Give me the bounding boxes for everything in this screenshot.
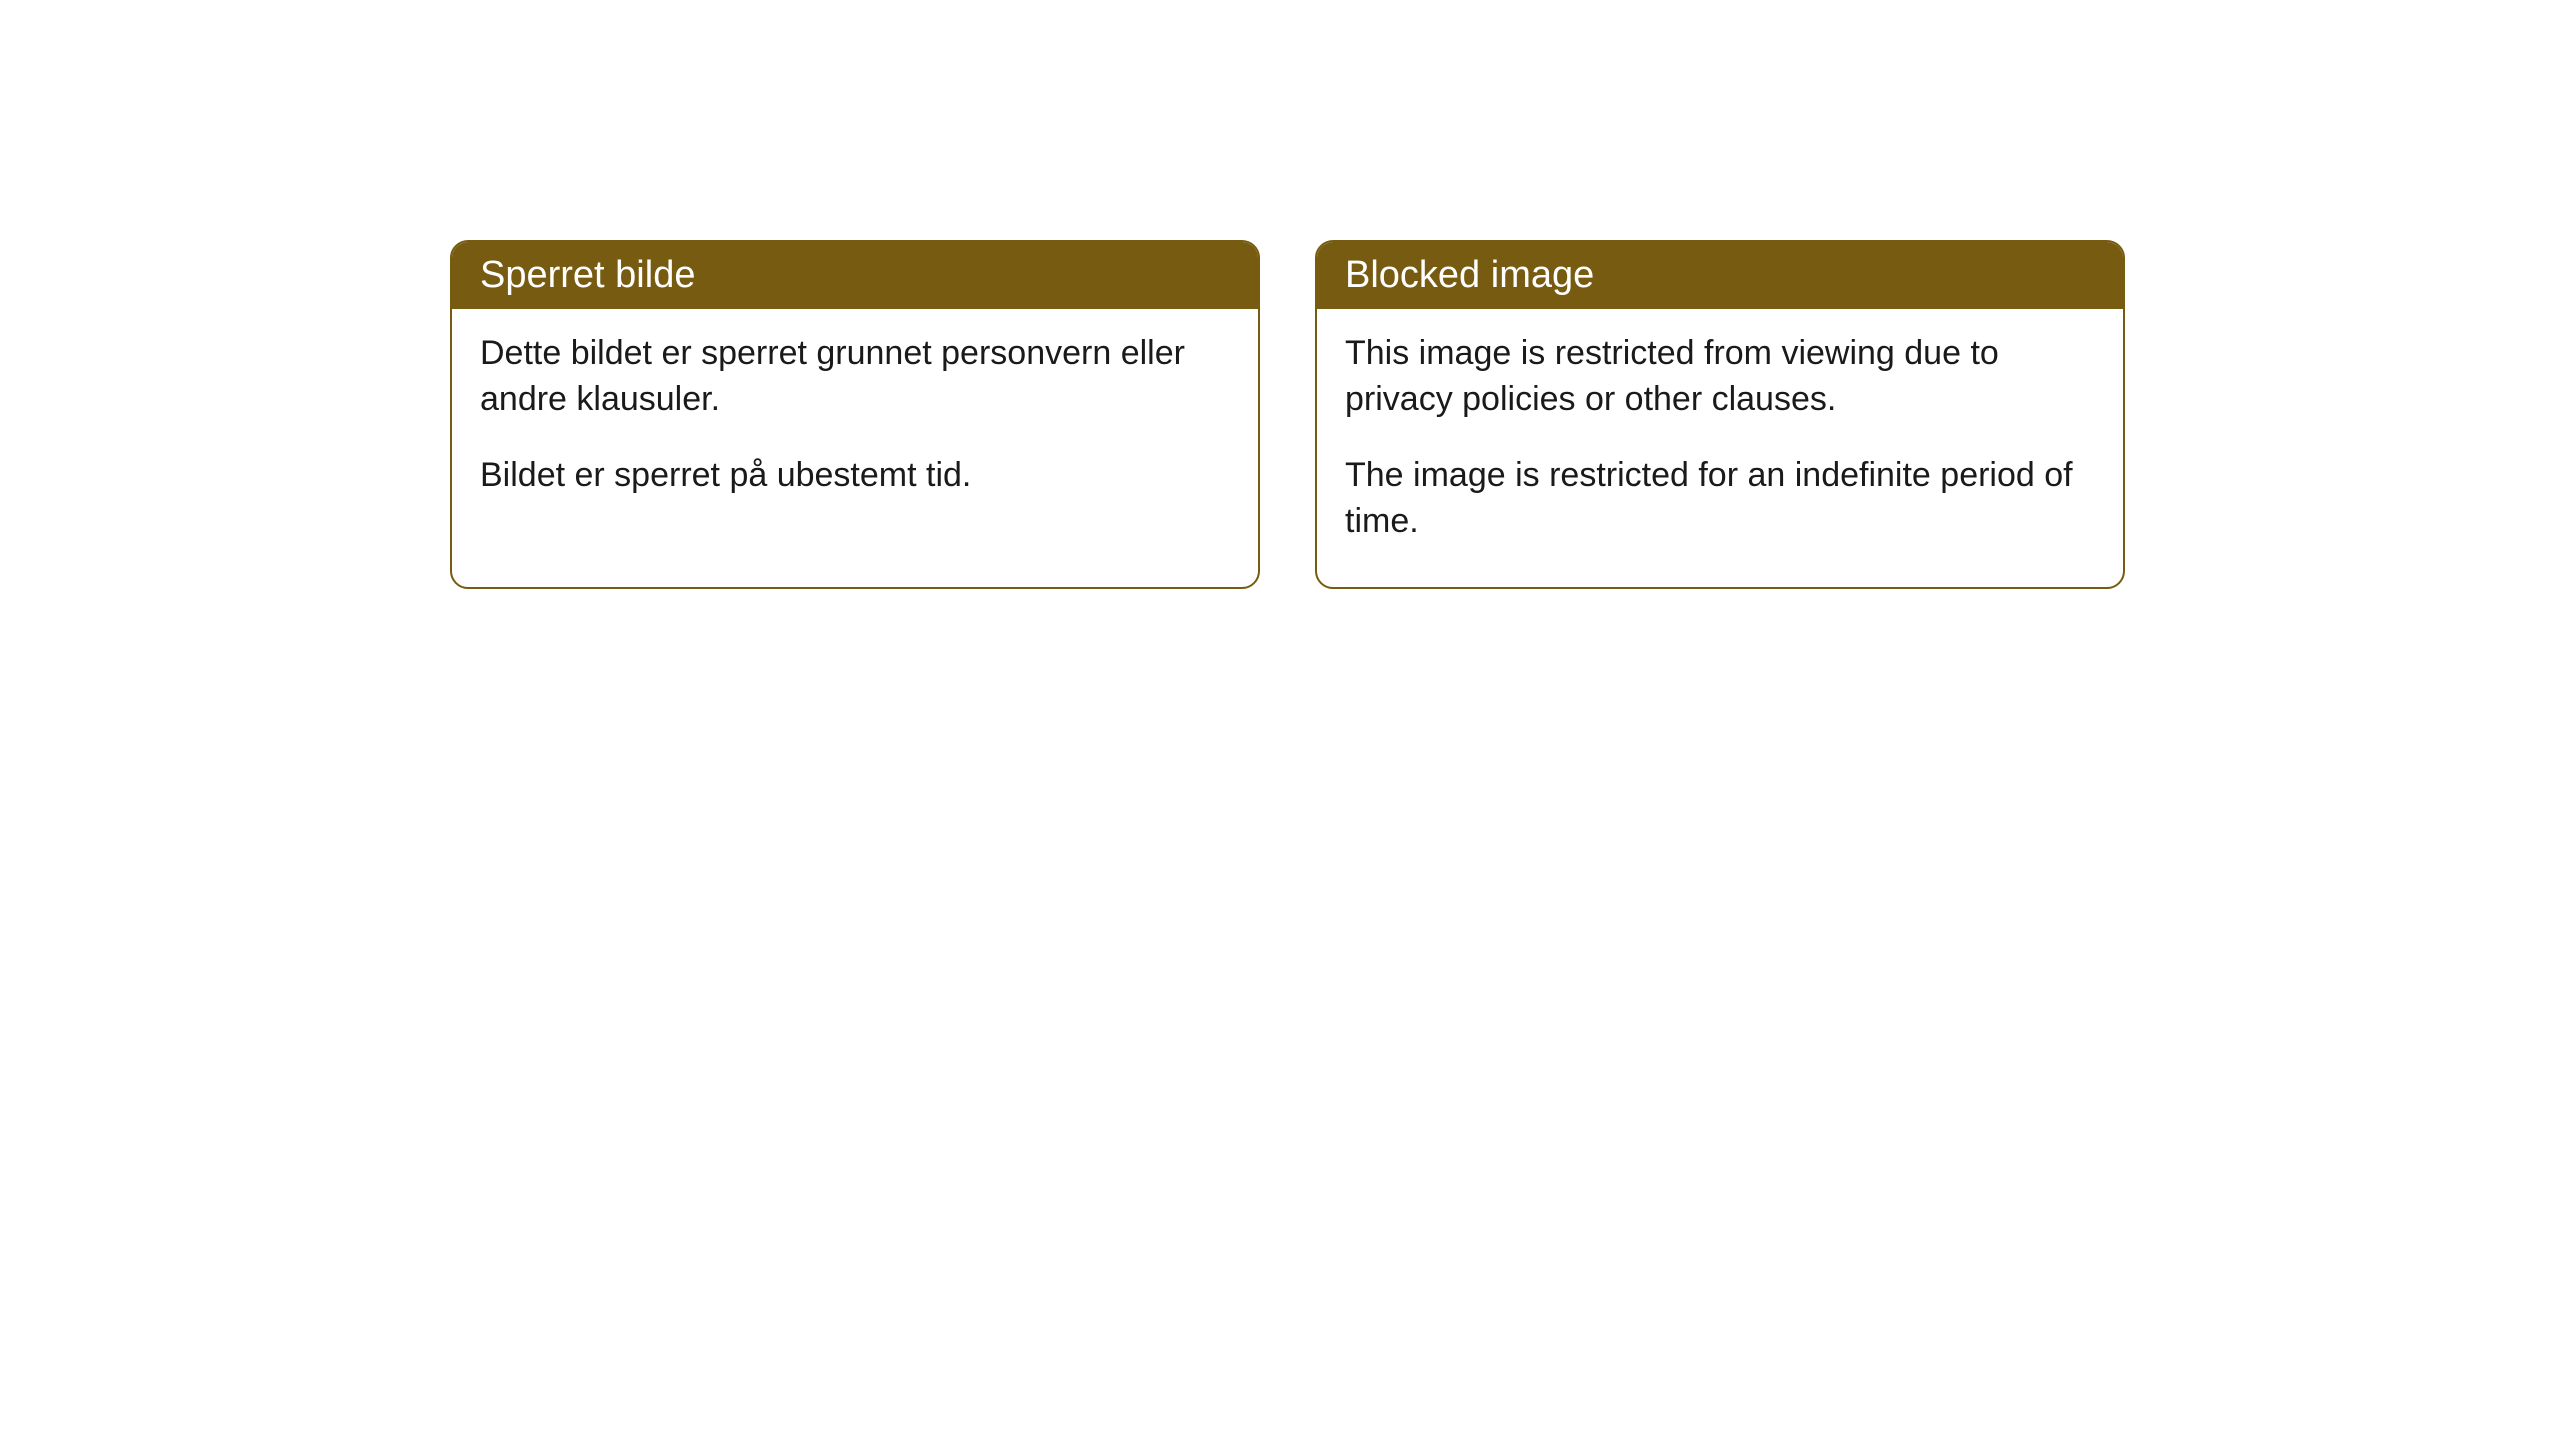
card-paragraph-2-norwegian: Bildet er sperret på ubestemt tid. bbox=[480, 453, 1230, 499]
card-paragraph-1-norwegian: Dette bildet er sperret grunnet personve… bbox=[480, 331, 1230, 423]
card-paragraph-1-english: This image is restricted from viewing du… bbox=[1345, 331, 2095, 423]
card-norwegian: Sperret bilde Dette bildet er sperret gr… bbox=[450, 240, 1260, 589]
card-body-english: This image is restricted from viewing du… bbox=[1317, 309, 2123, 587]
card-header-english: Blocked image bbox=[1317, 242, 2123, 309]
card-english: Blocked image This image is restricted f… bbox=[1315, 240, 2125, 589]
card-body-norwegian: Dette bildet er sperret grunnet personve… bbox=[452, 309, 1258, 541]
cards-container: Sperret bilde Dette bildet er sperret gr… bbox=[450, 240, 2125, 589]
card-paragraph-2-english: The image is restricted for an indefinit… bbox=[1345, 453, 2095, 545]
card-header-norwegian: Sperret bilde bbox=[452, 242, 1258, 309]
